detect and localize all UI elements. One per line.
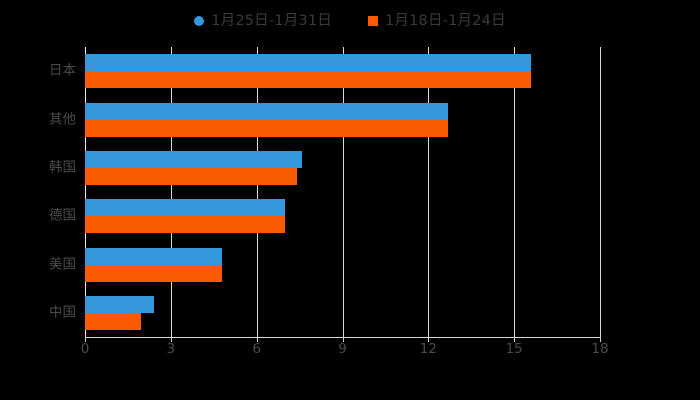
y-axis-line: [85, 47, 86, 337]
category-row: 中国: [49, 295, 600, 330]
y-category-label: 中国: [49, 304, 76, 321]
bar-0-0[interactable]: [85, 54, 532, 72]
legend-label: 1月18日-1月24日: [385, 12, 506, 29]
y-category-label: 日本: [49, 62, 76, 79]
x-tick-label: 15: [505, 341, 523, 357]
y-category-label: 德国: [49, 207, 76, 224]
bar-1-1[interactable]: [85, 119, 449, 137]
x-tick-mark-18: [600, 337, 601, 342]
bar-0-2[interactable]: [85, 150, 303, 168]
bar-1-3[interactable]: [85, 216, 286, 234]
bar-1-0[interactable]: [85, 71, 532, 89]
x-tick-mark-0: [85, 337, 86, 342]
gridline-9: [342, 47, 344, 337]
gridline-18: [600, 47, 601, 337]
x-tick-label: 18: [591, 341, 609, 357]
legend-marker-square-icon: [368, 16, 378, 26]
x-tick-mark-9: [342, 337, 344, 342]
category-row: 美国: [49, 247, 600, 282]
x-tick-mark-12: [428, 337, 430, 342]
y-category-label: 韩国: [49, 159, 76, 176]
bar-1-2[interactable]: [85, 167, 297, 185]
y-category-label: 美国: [49, 255, 76, 272]
legend-marker-circle-icon: [194, 16, 205, 26]
x-tick-label: 9: [338, 341, 347, 357]
bar-0-1[interactable]: [85, 102, 449, 120]
x-tick-mark-6: [256, 337, 258, 342]
gridline-3: [170, 47, 172, 337]
gridline-12: [428, 47, 430, 337]
category-row: 其他: [49, 102, 600, 137]
bar-0-5[interactable]: [85, 295, 154, 313]
bar-0-4[interactable]: [85, 247, 223, 265]
y-category-label: 其他: [49, 110, 76, 127]
category-row: 日本: [49, 54, 600, 89]
bar-1-5[interactable]: [85, 312, 141, 330]
legend-item-1[interactable]: 1月18日-1月24日: [368, 14, 506, 29]
x-tick-label: 3: [166, 341, 176, 357]
legend-label: 1月25日-1月31日: [211, 12, 332, 29]
x-tick-label: 6: [252, 341, 261, 357]
chart-legend: 1月25日-1月31日 1月18日-1月24日: [0, 8, 700, 34]
bar-0-3[interactable]: [85, 199, 286, 217]
x-tick-mark-15: [514, 337, 516, 342]
plot-area: 0 3 6 9 12 15 18 日本其他韩国德国美国中国: [49, 47, 609, 356]
gridline-6: [256, 47, 258, 337]
gridline-15: [514, 47, 516, 337]
legend-item-0[interactable]: 1月25日-1月31日: [194, 14, 332, 29]
bar-1-4[interactable]: [85, 264, 223, 282]
category-row: 韩国: [49, 150, 600, 185]
x-tick-mark-3: [170, 337, 172, 342]
x-tick-label: 12: [419, 341, 437, 357]
x-tick-label: 0: [80, 341, 90, 357]
category-row: 德国: [49, 199, 600, 234]
